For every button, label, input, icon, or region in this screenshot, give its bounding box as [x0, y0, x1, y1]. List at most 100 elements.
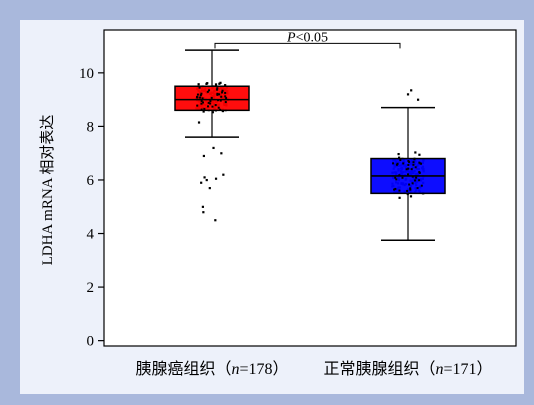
- x-tick-label: 胰腺癌组织（n=178）: [135, 360, 288, 378]
- data-point: [409, 187, 412, 190]
- data-point: [401, 176, 404, 179]
- data-point: [398, 156, 401, 159]
- p-symbol: P: [286, 30, 296, 45]
- y-tick-label: 8: [87, 119, 95, 135]
- data-point: [398, 189, 401, 192]
- data-point: [202, 101, 205, 104]
- data-point: [224, 91, 227, 94]
- data-point: [394, 187, 397, 190]
- data-point: [393, 188, 396, 191]
- data-point: [418, 161, 421, 164]
- data-point: [207, 101, 210, 104]
- data-point: [197, 121, 201, 124]
- data-point: [209, 102, 212, 105]
- data-point: [224, 95, 227, 98]
- data-point: [206, 105, 209, 108]
- data-point: [409, 188, 412, 191]
- data-point: [402, 162, 405, 165]
- data-point: [412, 161, 415, 164]
- data-point: [216, 93, 219, 96]
- data-point: [414, 151, 417, 154]
- data-point: [214, 83, 218, 86]
- data-point: [392, 162, 395, 165]
- data-point: [206, 90, 209, 93]
- data-point: [211, 111, 214, 114]
- data-point: [410, 168, 413, 171]
- data-point: [205, 82, 208, 85]
- data-point: [396, 162, 399, 165]
- data-point: [200, 108, 203, 111]
- data-point: [211, 105, 214, 108]
- x-tick-label: 正常胰腺组织（n=171）: [323, 360, 492, 378]
- data-point: [418, 153, 421, 156]
- data-point: [394, 176, 397, 179]
- data-point: [416, 187, 419, 190]
- x-axis-labels: 胰腺癌组织（n=178） 正常胰腺组织（n=171）: [135, 360, 492, 378]
- data-point: [218, 93, 221, 96]
- data-point: [415, 176, 418, 179]
- data-point: [395, 178, 398, 181]
- data-point: [408, 183, 411, 186]
- data-point: [399, 159, 402, 162]
- data-point: [407, 163, 410, 166]
- x-label-n: n: [231, 361, 239, 378]
- outlier-point: [214, 177, 218, 180]
- data-point: [217, 106, 220, 109]
- y-tick-label: 2: [87, 280, 95, 296]
- p-value: <0.05: [296, 30, 328, 45]
- data-point: [216, 88, 219, 91]
- y-tick-label: 0: [87, 334, 95, 350]
- data-point: [407, 167, 410, 170]
- outlier-point: [202, 154, 205, 158]
- outlier-point: [214, 219, 217, 222]
- data-point: [203, 107, 206, 110]
- data-point: [209, 100, 212, 103]
- data-point: [199, 94, 202, 97]
- data-point: [221, 91, 224, 94]
- data-point: [196, 104, 199, 107]
- data-point: [398, 196, 401, 199]
- data-point: [197, 83, 200, 86]
- data-point: [225, 97, 228, 100]
- outlier-point: [208, 187, 211, 190]
- data-point: [413, 157, 416, 160]
- x-label-n: n: [435, 361, 443, 378]
- outlier-point: [201, 205, 205, 208]
- data-point: [202, 110, 205, 113]
- data-point: [397, 152, 400, 156]
- data-point: [208, 89, 211, 92]
- outlier-point: [212, 146, 215, 150]
- data-point: [221, 89, 224, 92]
- data-point: [200, 102, 203, 105]
- data-point: [412, 163, 415, 166]
- data-point: [219, 81, 222, 84]
- data-point: [224, 84, 227, 87]
- x-label-suffix: =178）: [239, 360, 288, 378]
- data-point: [407, 159, 410, 162]
- outlier-point: [406, 93, 410, 96]
- data-point: [414, 179, 417, 182]
- data-point: [409, 195, 413, 198]
- data-point: [224, 101, 227, 104]
- significance-line: [214, 42, 401, 49]
- data-point: [216, 87, 219, 90]
- data-point: [411, 182, 414, 185]
- outlier-point: [220, 152, 223, 155]
- data-point: [405, 168, 408, 171]
- data-point: [406, 173, 409, 176]
- outlier-point: [410, 89, 413, 92]
- data-point: [419, 162, 422, 165]
- x-label-prefix: 正常胰腺组织（: [323, 360, 435, 378]
- data-point: [201, 97, 204, 100]
- data-point: [200, 100, 203, 103]
- data-point: [219, 99, 222, 102]
- outlier-point: [202, 211, 205, 214]
- outlier-point: [200, 181, 203, 184]
- significance-label: P<0.05: [286, 30, 328, 45]
- data-point: [418, 179, 421, 182]
- data-point: [219, 108, 222, 111]
- y-tick-label: 6: [87, 173, 95, 189]
- data-point: [196, 93, 199, 96]
